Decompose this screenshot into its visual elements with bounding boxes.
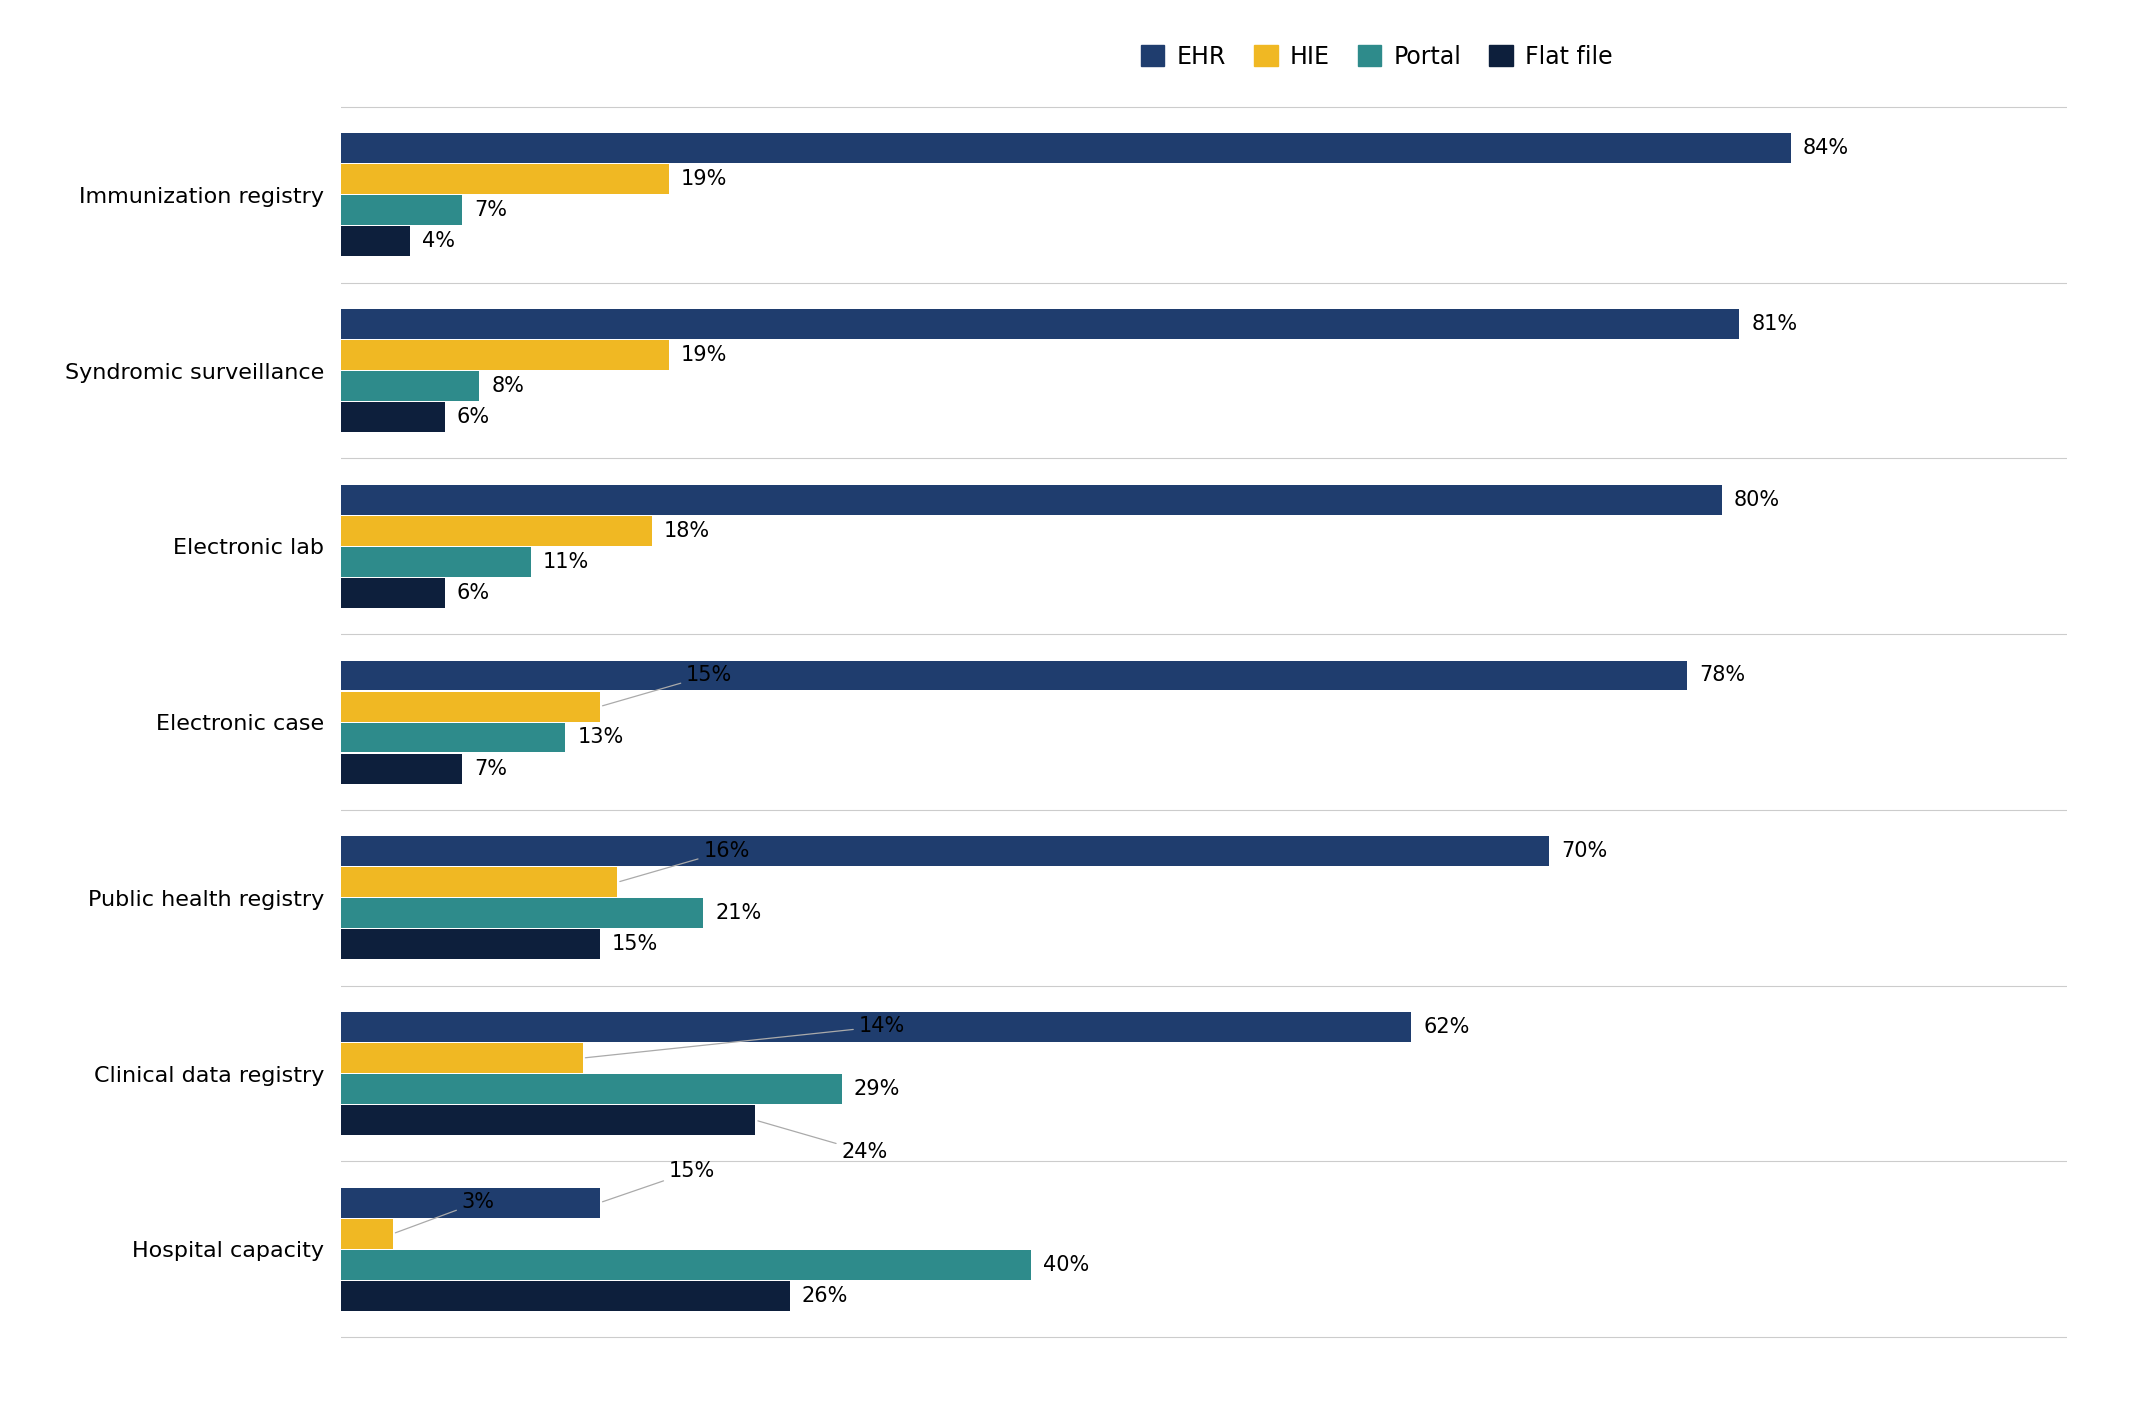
Text: 19%: 19%: [682, 170, 727, 189]
Text: 15%: 15%: [603, 1161, 716, 1202]
Bar: [341, 308, 1739, 339]
Text: 6%: 6%: [456, 583, 490, 603]
Bar: [341, 1281, 791, 1311]
Bar: [341, 578, 445, 608]
Bar: [341, 691, 601, 722]
Bar: [341, 164, 669, 195]
Bar: [341, 1074, 842, 1103]
Bar: [341, 195, 462, 226]
Bar: [341, 547, 531, 576]
Bar: [341, 133, 1790, 163]
Text: 70%: 70%: [1562, 841, 1607, 861]
Bar: [341, 1187, 601, 1217]
Text: 6%: 6%: [456, 407, 490, 428]
Bar: [341, 1105, 754, 1136]
Bar: [341, 341, 669, 370]
Legend: EHR, HIE, Portal, Flat file: EHR, HIE, Portal, Flat file: [1132, 35, 1622, 79]
Bar: [341, 754, 462, 784]
Text: 16%: 16%: [620, 841, 750, 882]
Bar: [341, 660, 1688, 690]
Bar: [341, 1249, 1031, 1280]
Text: 11%: 11%: [543, 552, 588, 572]
Bar: [341, 1012, 1411, 1042]
Text: 80%: 80%: [1735, 489, 1779, 510]
Bar: [341, 899, 703, 928]
Bar: [341, 722, 565, 753]
Text: 15%: 15%: [612, 934, 658, 955]
Text: 81%: 81%: [1752, 314, 1796, 334]
Text: 15%: 15%: [603, 665, 733, 705]
Text: 24%: 24%: [759, 1120, 889, 1162]
Bar: [341, 1218, 392, 1249]
Bar: [341, 372, 479, 401]
Text: 84%: 84%: [1803, 139, 1850, 158]
Text: 7%: 7%: [473, 200, 507, 220]
Bar: [341, 227, 409, 257]
Text: 4%: 4%: [422, 231, 456, 251]
Text: 78%: 78%: [1698, 666, 1745, 686]
Text: 3%: 3%: [396, 1192, 494, 1232]
Text: 40%: 40%: [1044, 1255, 1089, 1274]
Text: 18%: 18%: [663, 520, 710, 541]
Text: 26%: 26%: [801, 1286, 848, 1305]
Text: 13%: 13%: [578, 728, 624, 747]
Bar: [341, 836, 1549, 866]
Bar: [341, 868, 618, 897]
Text: 14%: 14%: [586, 1016, 906, 1057]
Text: 19%: 19%: [682, 345, 727, 365]
Bar: [341, 402, 445, 432]
Bar: [341, 485, 1722, 515]
Bar: [341, 1043, 582, 1073]
Text: 8%: 8%: [490, 376, 524, 395]
Text: 29%: 29%: [855, 1080, 899, 1099]
Text: 21%: 21%: [716, 903, 761, 924]
Text: 62%: 62%: [1424, 1016, 1470, 1037]
Bar: [341, 516, 652, 545]
Text: 7%: 7%: [473, 758, 507, 778]
Bar: [341, 930, 601, 959]
